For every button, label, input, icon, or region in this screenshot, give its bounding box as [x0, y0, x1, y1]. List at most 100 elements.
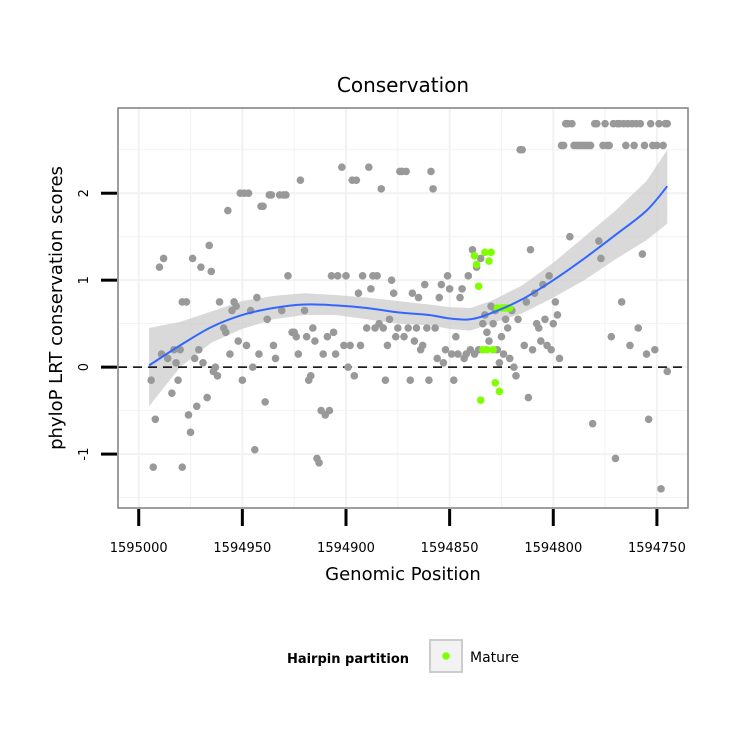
mature-point — [483, 345, 491, 354]
data-point — [251, 445, 259, 454]
data-point — [331, 350, 340, 358]
data-point — [408, 289, 417, 298]
data-point — [526, 245, 535, 254]
data-point — [174, 376, 182, 384]
x-tick-label: 1594750 — [628, 541, 686, 556]
data-point — [300, 306, 309, 315]
data-point — [429, 185, 437, 193]
y-tick-label: 1 — [77, 276, 92, 284]
y-axis: -1 0 1 2 — [77, 189, 117, 461]
data-point — [306, 372, 315, 380]
data-point — [541, 315, 549, 324]
data-point — [547, 345, 555, 354]
data-point — [537, 337, 545, 345]
data-point — [263, 315, 272, 324]
data-point — [545, 272, 553, 280]
data-point — [651, 345, 659, 354]
x-axis-label: Genomic Position — [325, 564, 481, 585]
data-point — [657, 485, 665, 493]
data-point — [205, 241, 213, 250]
data-point — [644, 415, 653, 424]
confidence-ribbon — [149, 149, 668, 407]
data-point — [149, 463, 158, 471]
data-point — [190, 354, 199, 363]
data-point — [588, 419, 597, 428]
data-point — [611, 454, 620, 463]
y-axis-label: phyloP LRT conservation scores — [46, 166, 67, 450]
data-point — [277, 306, 286, 315]
data-point — [383, 341, 392, 350]
mature-point — [474, 282, 483, 291]
data-point — [452, 332, 460, 341]
x-tick-label: 1594850 — [421, 541, 479, 556]
x-tick-label: 1595000 — [110, 541, 168, 556]
data-point — [344, 363, 352, 371]
data-point — [350, 372, 359, 380]
data-point — [458, 285, 466, 293]
data-point — [184, 411, 193, 419]
legend-title: Hairpin partition — [287, 652, 409, 667]
data-point — [244, 189, 253, 198]
data-point — [406, 376, 415, 384]
data-point — [311, 337, 319, 345]
data-point — [646, 119, 655, 128]
data-point — [362, 324, 371, 332]
data-point — [365, 163, 373, 171]
data-point — [329, 328, 338, 337]
smooth-trend-line — [148, 185, 669, 367]
data-point — [638, 250, 647, 258]
data-point — [192, 402, 201, 411]
data-point — [248, 363, 257, 371]
data-point — [232, 302, 240, 311]
ribbon-band — [149, 149, 668, 407]
data-point — [659, 141, 667, 150]
data-point — [441, 345, 450, 354]
data-point — [168, 389, 176, 398]
data-point — [325, 406, 334, 415]
data-point — [195, 345, 203, 354]
x-tick-label: 1594950 — [213, 541, 271, 556]
data-point — [503, 324, 512, 332]
data-point — [155, 263, 164, 271]
data-point — [593, 119, 601, 128]
data-point — [522, 298, 531, 306]
data-point — [188, 254, 197, 263]
data-point — [566, 232, 574, 241]
data-point — [454, 350, 462, 358]
legend: Hairpin partition Mature — [287, 639, 519, 673]
data-point — [464, 272, 473, 280]
data-point — [505, 354, 514, 363]
data-point — [379, 324, 388, 332]
mature-point — [481, 248, 489, 257]
data-point — [476, 254, 485, 263]
data-point — [499, 350, 508, 358]
data-point — [221, 328, 230, 337]
data-point — [534, 324, 543, 332]
data-point — [358, 272, 367, 280]
data-point — [224, 206, 232, 215]
data-point — [489, 319, 497, 328]
data-point — [497, 332, 506, 341]
data-point — [447, 350, 456, 358]
data-point — [520, 341, 529, 350]
data-point — [215, 298, 224, 306]
data-point — [354, 289, 363, 298]
data-point — [389, 289, 398, 298]
data-point — [586, 141, 595, 150]
data-point — [483, 328, 491, 337]
data-point — [242, 341, 251, 350]
data-point — [182, 298, 191, 306]
data-point — [524, 393, 533, 402]
data-point — [292, 332, 301, 341]
data-point — [400, 332, 408, 341]
data-point — [296, 176, 305, 184]
data-point — [510, 363, 518, 371]
data-point — [549, 319, 558, 328]
data-point — [197, 263, 205, 271]
data-point — [315, 458, 323, 467]
data-point — [404, 324, 412, 332]
y-tick-label: -1 — [77, 448, 92, 461]
data-point — [445, 285, 454, 293]
data-point — [528, 345, 537, 354]
data-point — [495, 358, 504, 367]
